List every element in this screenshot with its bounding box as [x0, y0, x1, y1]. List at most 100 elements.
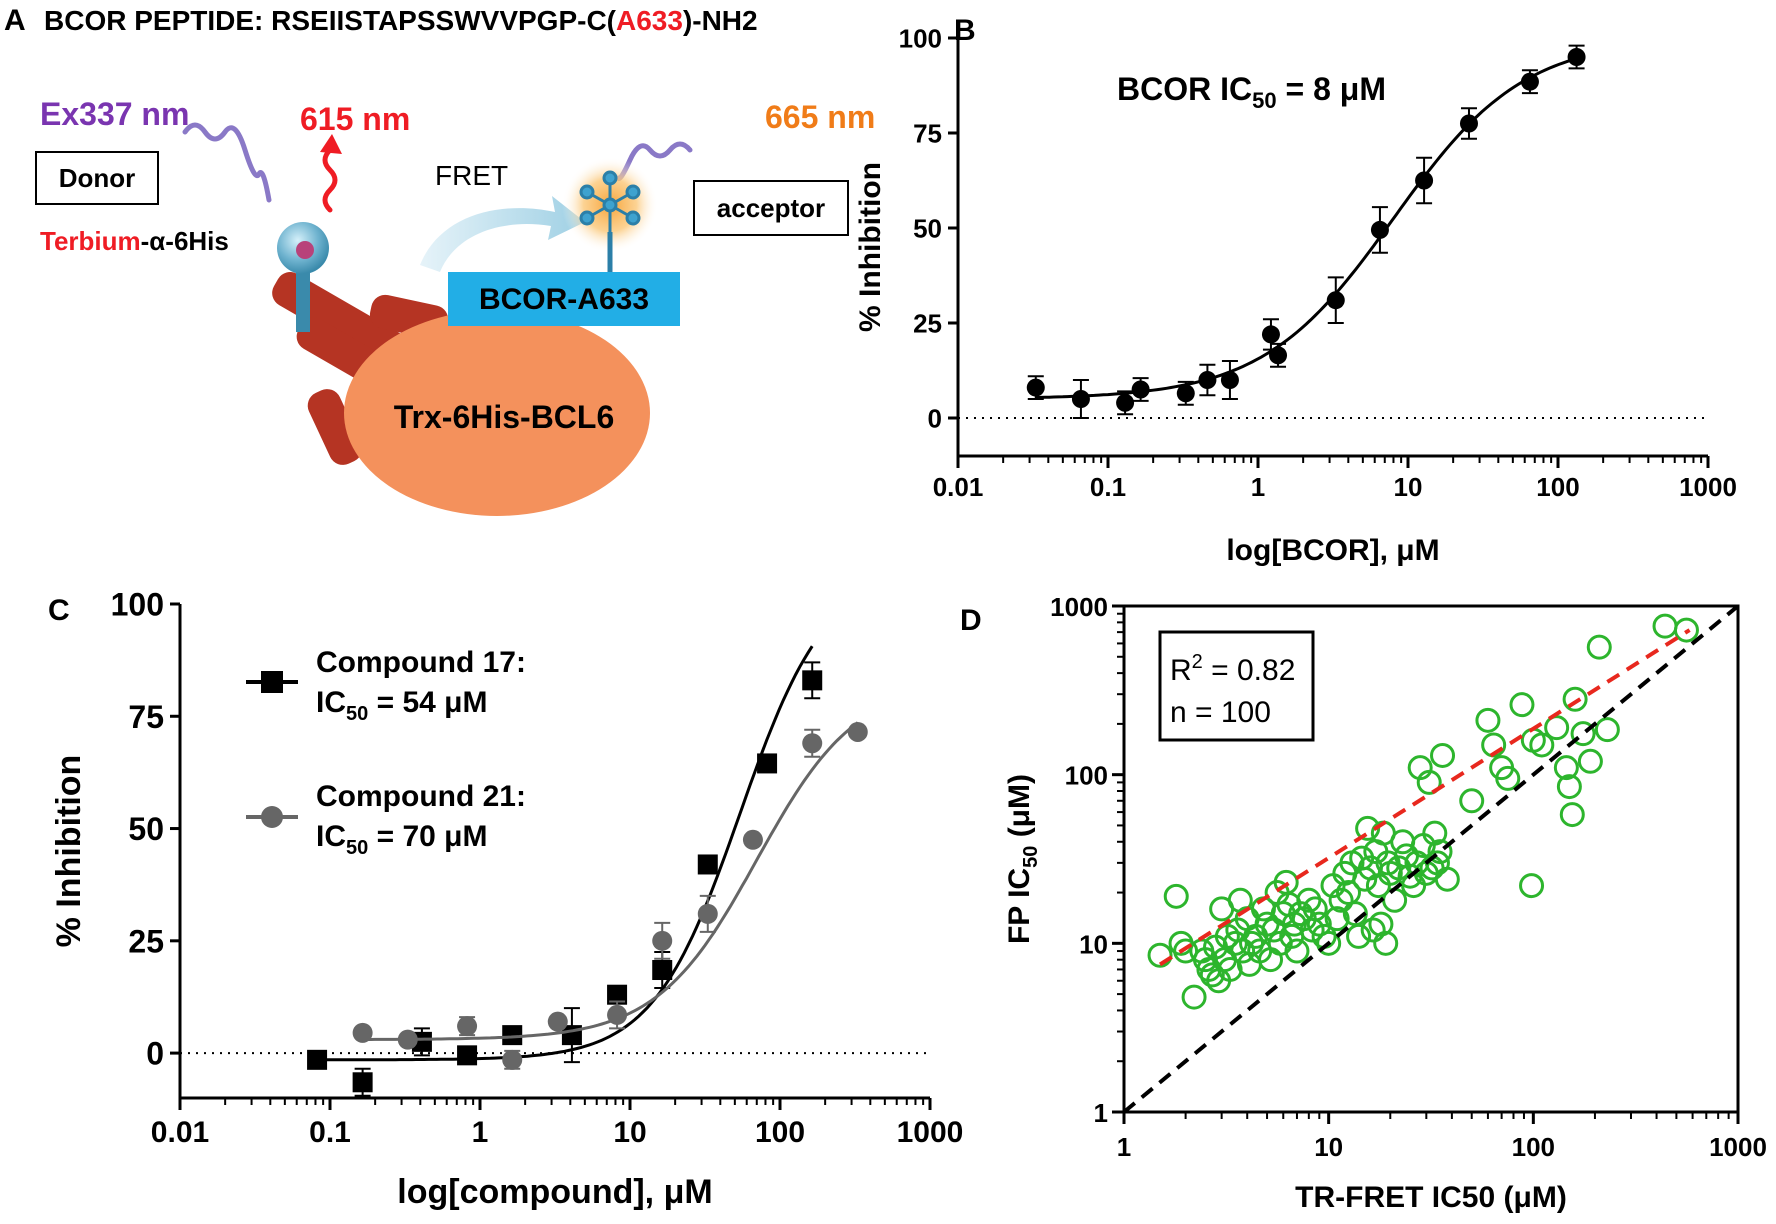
data-point-compound-21	[457, 1016, 478, 1037]
data-point-compound-21	[607, 1004, 628, 1025]
y-tick-label: 10	[1079, 929, 1108, 959]
peptide-suffix: )-NH2	[683, 5, 758, 36]
data-point	[1459, 114, 1478, 133]
x-tick-label: 0.1	[309, 1116, 351, 1149]
data-point-compound-17	[607, 984, 628, 1005]
y-axis-label: % Inhibition	[854, 162, 887, 332]
y-tick-label: 50	[128, 811, 164, 847]
data-point-compound-21	[352, 1022, 373, 1043]
data-point	[1261, 325, 1280, 344]
panel-b-plot: 0 25 50 75 100 0.01 0.1 1 10 100 1000 log[BCOR], μM…	[854, 23, 1737, 567]
x-axis-label: log[BCOR], μM	[1226, 534, 1439, 567]
data-point	[1673, 617, 1699, 643]
x-tick-label: 10	[613, 1116, 646, 1149]
data-point-compound-17	[457, 1045, 478, 1066]
data-point	[1556, 774, 1582, 800]
data-point	[1567, 48, 1586, 66]
legend-ic50-compound-17-sub: 50	[346, 703, 368, 725]
legend-ic50-compound-17: IC50 = 54 μM	[316, 686, 488, 725]
x-tick-label: 1000	[1709, 1132, 1767, 1162]
y-axis-label-pre: FP IC	[1003, 868, 1036, 944]
data-point-compound-17	[802, 670, 823, 691]
data-point	[1570, 721, 1596, 747]
x-tick-label: 10	[1314, 1132, 1343, 1162]
panel-d: D 1 10 100 1000 1 10 100 1000 TR-FRET IC50 (μM) F…	[960, 592, 1767, 1214]
y-tick-label: 100	[899, 23, 942, 53]
x-axis-label: TR-FRET IC50 (μM)	[1295, 1181, 1567, 1214]
data-point	[1422, 820, 1448, 846]
data-point	[1346, 923, 1372, 949]
data-point	[1269, 346, 1288, 365]
y-axis-label-post: (μM)	[1003, 774, 1036, 846]
acceptor-label: acceptor	[717, 193, 825, 223]
panel-b-annotation-post: = 8 μM	[1277, 71, 1386, 107]
donor-box	[35, 151, 159, 205]
x-tick-label: 100	[755, 1116, 805, 1149]
x-tick-label: 1000	[897, 1116, 964, 1149]
y-tick-label: 25	[913, 308, 942, 338]
data-point	[1316, 930, 1342, 956]
data-point	[1284, 938, 1310, 964]
data-point-compound-21	[652, 930, 673, 951]
x-tick-label: 0.01	[933, 472, 984, 502]
data-point	[1026, 378, 1045, 397]
panel-d-letter: D	[960, 604, 982, 637]
data-point	[1288, 901, 1314, 927]
data-point	[1390, 829, 1416, 855]
x-tick-label: 0.1	[1090, 472, 1126, 502]
stats-box	[1158, 630, 1315, 742]
legend-ic50-compound-17-post: = 54 μM	[368, 686, 487, 719]
data-point	[1326, 291, 1345, 310]
data-point	[1370, 220, 1389, 239]
data-point	[1415, 171, 1434, 190]
data-point	[1594, 717, 1620, 743]
r-squared-label: R2 = 0.82	[1170, 651, 1295, 687]
data-point	[1324, 906, 1350, 932]
acceptor-box	[693, 180, 849, 236]
data-point	[1459, 788, 1485, 814]
data-point	[1163, 883, 1189, 909]
excitation-wave-icon	[182, 122, 272, 203]
legend-ic50-compound-21-sub: 50	[346, 837, 368, 859]
data-point	[1230, 938, 1256, 964]
y-axis-label: % Inhibition	[50, 755, 88, 948]
data-point	[1368, 911, 1394, 937]
donor-label: Donor	[59, 163, 136, 193]
x-tick-label: 1	[472, 1116, 489, 1149]
data-point-compound-21	[847, 721, 868, 742]
y-tick-label: 75	[128, 699, 164, 735]
y-tick-label: 0	[928, 403, 942, 433]
terbium-word: Terbium	[40, 226, 141, 256]
data-point-compound-17	[697, 854, 718, 875]
data-point	[1529, 732, 1555, 758]
legend-ic50-compound-17-pre: IC	[316, 686, 346, 719]
data-point	[1181, 984, 1207, 1010]
data-point	[1520, 72, 1539, 91]
data-point	[1176, 384, 1195, 403]
x-tick-label: 10	[1394, 472, 1423, 502]
r-squared-value: = 0.82	[1203, 654, 1296, 687]
fit-curve	[1035, 57, 1578, 399]
fret-label: FRET	[435, 160, 508, 191]
data-point	[1544, 715, 1570, 741]
y-tick-label: 1000	[1050, 592, 1108, 622]
data-point	[1652, 613, 1678, 639]
excitation-label: Ex337 nm	[40, 96, 189, 132]
panel-d-plot: 1 10 100 1000 1 10 100 1000 TR-FRET IC50 (μM) FP …	[1003, 592, 1767, 1214]
terbium-label: Terbium-α-6His	[40, 226, 229, 256]
terbium-rest: -α-6His	[141, 226, 229, 256]
fret-arrow-icon	[420, 196, 585, 272]
n-label: n = 100	[1170, 696, 1271, 729]
plot-frame	[1122, 604, 1740, 1114]
bcl6-protein-icon	[344, 310, 650, 516]
data-point	[1382, 887, 1408, 913]
panel-c-letter: C	[48, 594, 70, 627]
data-point	[1199, 962, 1225, 988]
legend-marker-compound-17	[261, 671, 283, 693]
data-point-compound-17	[652, 960, 673, 981]
data-point-compound-17	[757, 753, 778, 774]
data-point	[1131, 380, 1150, 399]
data-point	[1586, 634, 1612, 660]
